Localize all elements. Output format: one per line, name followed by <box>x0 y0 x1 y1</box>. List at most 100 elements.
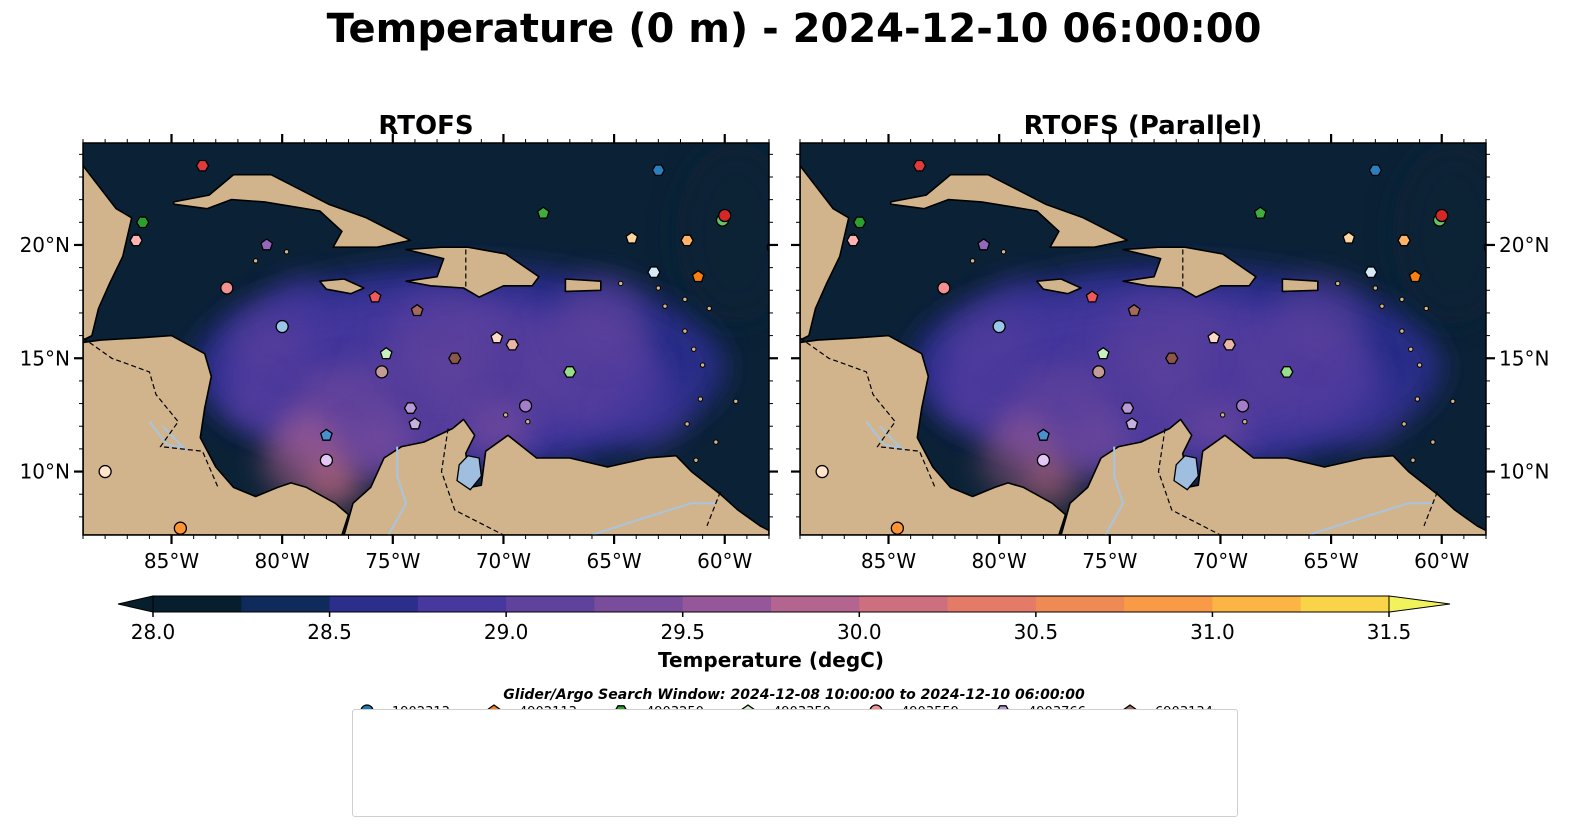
island-shape <box>1399 296 1405 303</box>
lake-maracaibo <box>1173 454 1199 491</box>
colorbar-tick-label: 28.5 <box>307 620 352 644</box>
colorbar-tick-label: 31.5 <box>1367 620 1412 644</box>
obs-marker-4903562 <box>846 234 860 247</box>
obs-marker-3902457 <box>647 266 661 279</box>
map-frame <box>82 142 770 536</box>
obs-marker-4902609 <box>680 234 694 247</box>
sst-cool-patch <box>675 143 769 324</box>
obs-marker-3902457 <box>1364 266 1378 279</box>
obs-marker-4902609 <box>1397 234 1411 247</box>
obs-marker-5906437 <box>1165 352 1179 365</box>
colorbar-segment <box>241 596 331 612</box>
island-shape <box>682 296 688 303</box>
obs-marker-4903349 <box>563 366 577 378</box>
colorbar-segment <box>947 596 1037 612</box>
island-shape <box>1219 412 1226 418</box>
obs-marker-4903768 <box>1036 453 1051 467</box>
obs-marker-6903137 <box>1207 331 1221 344</box>
island-shape <box>713 439 719 445</box>
sst-warm-patch <box>607 368 688 449</box>
sst-warm-patch <box>391 288 496 393</box>
obs-marker-6903137 <box>490 331 504 344</box>
island-shape <box>502 412 509 418</box>
sst-warm-patch <box>1324 368 1405 449</box>
obs-marker-4903558 <box>1085 290 1099 303</box>
river-line <box>591 502 716 535</box>
island-shape <box>733 398 739 405</box>
river-line <box>1308 502 1433 535</box>
obs-marker-4903767 <box>408 417 422 430</box>
obs-marker-4903559 <box>220 281 234 295</box>
river-line <box>387 446 408 535</box>
island-shape <box>1372 285 1379 291</box>
lon-tick-label: 70°W <box>476 549 531 573</box>
obs-marker-4903559 <box>937 281 951 295</box>
island-shape <box>969 258 976 264</box>
colorbar-frame <box>152 595 1390 613</box>
sst-warm-patch <box>1278 275 1363 360</box>
obs-marker-4903768 <box>319 453 334 467</box>
obs-marker-1902364 <box>651 164 666 177</box>
obs-marker-6903136 <box>505 338 520 351</box>
obs-marker-4902476 <box>890 521 905 535</box>
island-shape <box>1242 419 1248 425</box>
lon-tick-label: 85°W <box>144 549 199 573</box>
land-shape <box>83 334 350 535</box>
obs-marker-4903562 <box>129 234 143 247</box>
lat-tick-label: 20°N <box>20 233 70 257</box>
lat-tick-label: 20°N <box>1499 233 1549 257</box>
land-shape <box>889 173 1129 248</box>
island-shape <box>1000 249 1007 255</box>
colorbar-segment <box>859 596 949 612</box>
legend-title: Glider/Argo Search Window: 2024-12-08 10… <box>503 687 1085 703</box>
river-line <box>1104 446 1125 535</box>
island-shape <box>525 419 531 425</box>
obs-marker-4903250 <box>135 216 150 229</box>
island-shape <box>655 285 662 291</box>
lon-tick-label: 80°W <box>972 549 1027 573</box>
colorbar-segment <box>153 596 242 612</box>
island-shape <box>1335 280 1341 287</box>
island-shape <box>662 303 668 309</box>
colorbar-segment <box>1300 596 1390 612</box>
island-shape <box>1410 457 1416 463</box>
lon-tick-label: 65°W <box>1303 549 1358 573</box>
island-shape <box>706 305 712 312</box>
island-shape <box>697 396 704 402</box>
obs-marker-1902364 <box>1368 164 1383 177</box>
obs-marker-4903352 <box>718 208 732 223</box>
land-shape <box>1036 278 1082 295</box>
colorbar-tick-label: 30.5 <box>1014 620 1059 644</box>
lat-tick-label: 10°N <box>1499 460 1549 484</box>
map-frame <box>799 142 1487 536</box>
obs-marker-4903051 <box>625 231 639 244</box>
colorbar-segment <box>1212 596 1302 612</box>
island-shape <box>618 280 624 287</box>
panel-title: RTOFS (Parallel) <box>1024 111 1263 141</box>
island-shape <box>682 328 688 334</box>
lake-maracaibo <box>456 454 482 491</box>
obs-marker-4903354 <box>195 159 210 172</box>
colorbar-tick-label: 31.0 <box>1190 620 1235 644</box>
island-shape <box>1408 346 1414 352</box>
sst-cool-patch <box>1392 143 1486 324</box>
obs-marker-2903766 <box>992 319 1006 334</box>
obs-marker-4902113 <box>691 269 705 283</box>
island-shape <box>1430 439 1436 445</box>
obs-marker-6903134 <box>1127 303 1141 317</box>
land-shape <box>343 418 769 535</box>
obs-marker-4903563 <box>977 238 991 251</box>
land-shape <box>800 164 850 341</box>
obs-marker-4903186 <box>98 464 112 479</box>
border-line <box>1423 491 1438 527</box>
obs-marker-1902522 <box>1036 428 1050 441</box>
legend <box>352 709 1238 817</box>
obs-marker-6903134 <box>410 303 424 317</box>
island-shape <box>252 258 259 264</box>
lon-tick-label: 70°W <box>1193 549 1248 573</box>
lat-tick-label: 15°N <box>1499 346 1549 370</box>
obs-marker-6903136 <box>1222 338 1237 351</box>
lat-tick-label: 10°N <box>20 460 70 484</box>
obs-marker-4902476 <box>173 521 188 535</box>
